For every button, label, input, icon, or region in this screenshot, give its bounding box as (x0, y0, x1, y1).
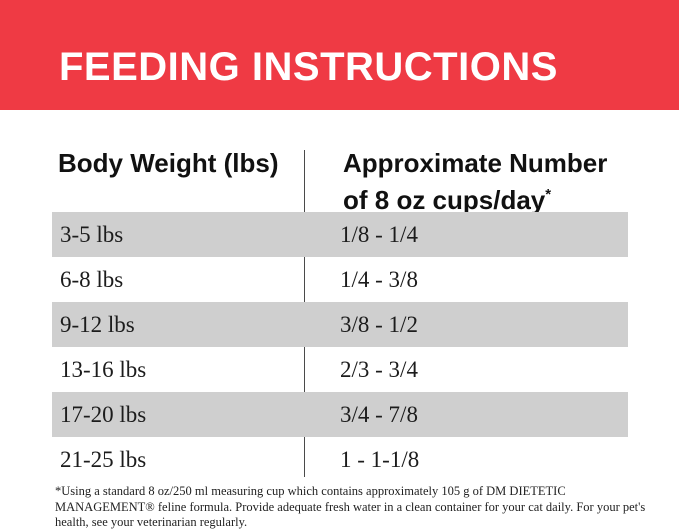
cups-per-day-value: 1/8 - 1/4 (340, 221, 418, 247)
table-row: 3-5 lbs 1/8 - 1/4 (52, 212, 628, 257)
table-row: 17-20 lbs 3/4 - 7/8 (52, 392, 628, 437)
footnote-text: *Using a standard 8 oz/250 ml measuring … (55, 484, 646, 529)
column-header-cups-per-day: Approximate Number of 8 oz cups/day* (343, 148, 607, 216)
body-weight-value: 13-16 lbs (60, 356, 147, 382)
page-title: FEEDING INSTRUCTIONS (59, 45, 558, 89)
table-row: 9-12 lbs 3/8 - 1/2 (52, 302, 628, 347)
body-weight-value: 9-12 lbs (60, 311, 135, 337)
cups-per-day-value: 2/3 - 3/4 (340, 356, 418, 382)
table-row: 6-8 lbs 1/4 - 3/8 (52, 257, 628, 302)
feeding-table: 3-5 lbs 1/8 - 1/4 6-8 lbs 1/4 - 3/8 9-12… (52, 212, 628, 482)
column-header-body-weight: Body Weight (lbs) (58, 148, 279, 178)
cups-per-day-value: 1/4 - 3/8 (340, 266, 418, 292)
body-weight-value: 17-20 lbs (60, 401, 147, 427)
cups-per-day-value: 3/4 - 7/8 (340, 401, 418, 427)
column-header-cups-line2: of 8 oz cups/day (343, 185, 546, 215)
footnote-asterisk-marker: * (545, 186, 552, 203)
column-header-cups-line1: Approximate Number (343, 148, 608, 178)
header-banner: FEEDING INSTRUCTIONS (0, 0, 679, 110)
table-row: 21-25 lbs 1 - 1-1/8 (52, 437, 628, 482)
body-weight-value: 6-8 lbs (60, 266, 124, 292)
table-row: 13-16 lbs 2/3 - 3/4 (52, 347, 628, 392)
body-weight-value: 3-5 lbs (60, 221, 124, 247)
cups-per-day-value: 3/8 - 1/2 (340, 311, 418, 337)
cups-per-day-value: 1 - 1-1/8 (340, 446, 420, 472)
body-weight-value: 21-25 lbs (60, 446, 147, 472)
